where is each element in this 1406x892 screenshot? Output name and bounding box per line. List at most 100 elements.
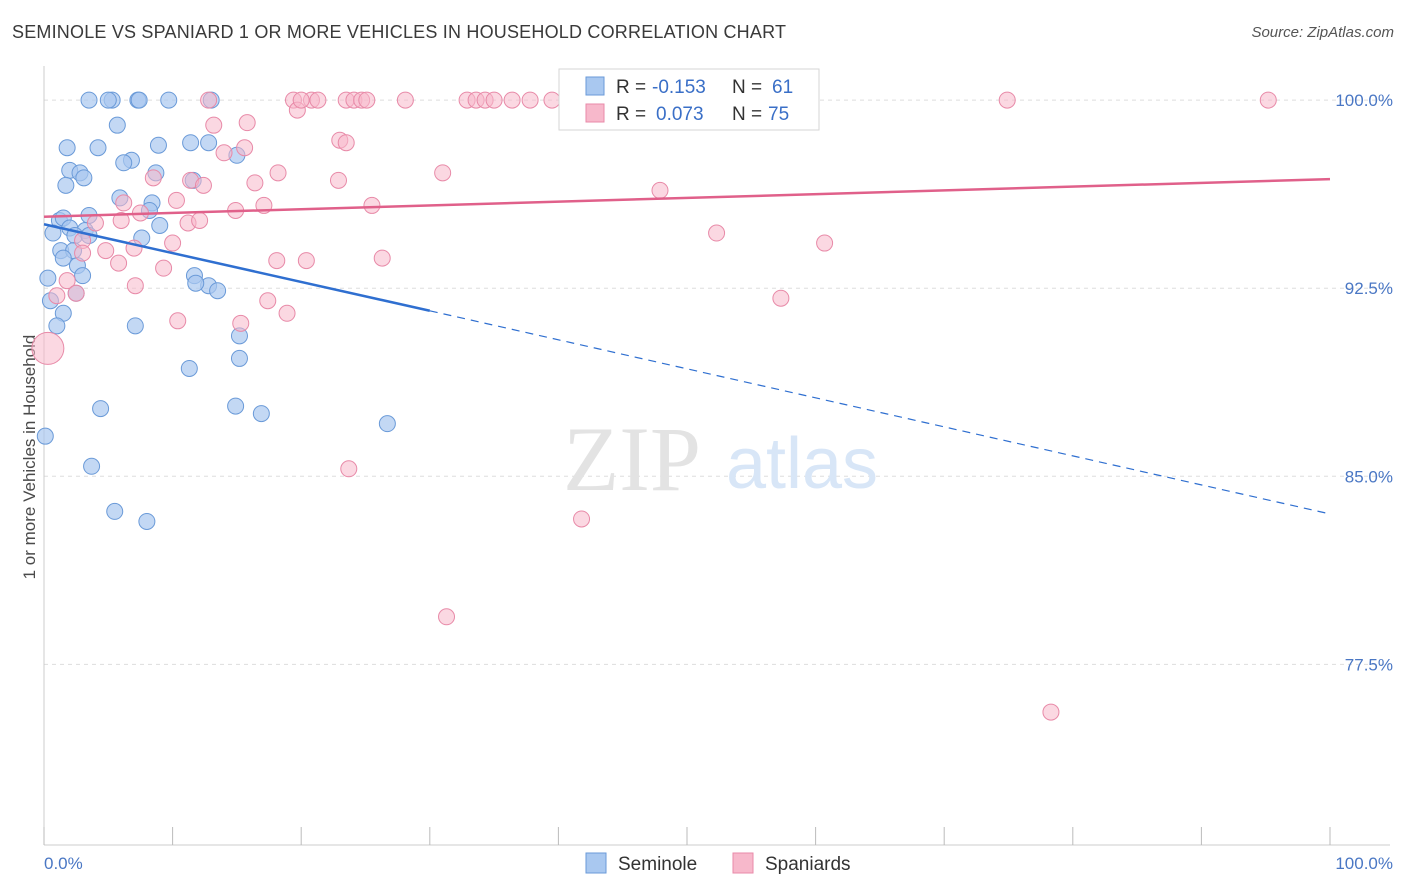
x-tick-label-0: 0.0%	[44, 854, 83, 873]
seminole-point-9	[89, 139, 107, 157]
seminole-point-5	[160, 91, 178, 109]
spaniard-point-55	[297, 252, 315, 270]
bottom-legend-seminole-label: Seminole	[618, 854, 697, 875]
spaniard-point-60	[67, 284, 85, 302]
spaniard-point-38	[167, 191, 185, 209]
seminole-point-38	[39, 269, 57, 287]
seminole-point-51	[252, 405, 270, 423]
spaniard-point-64	[278, 304, 296, 322]
spaniard-point-45	[191, 211, 209, 229]
spaniard-trend-line	[43, 177, 1331, 218]
seminole-point-47	[230, 349, 248, 367]
spaniard-point-48	[164, 234, 182, 252]
spaniard-point-59	[126, 277, 144, 295]
spaniard-point-72	[485, 91, 503, 109]
spaniard-point-68	[340, 460, 358, 478]
spaniard-point-14	[543, 91, 561, 109]
seminole-swatch	[585, 76, 605, 96]
seminole-point-52	[378, 415, 396, 433]
y-tick-label-3: 100.0%	[1335, 91, 1393, 110]
seminole-point-8	[58, 139, 76, 157]
stats-legend: R = -0.153 N = 61 R = 0.073 N = 75	[558, 68, 820, 131]
spaniard-point-27	[215, 144, 233, 162]
spaniard-point-8	[396, 91, 414, 109]
x-tick-labels: 0.0% 100.0%	[44, 854, 1393, 873]
bottom-legend: Seminole Spaniards	[585, 852, 851, 875]
trend-lines	[43, 177, 1331, 515]
spaniard-point-70	[438, 608, 456, 626]
spaniard-point-73	[292, 91, 310, 109]
seminole-point-49	[92, 400, 110, 418]
spaniard-point-35	[329, 171, 347, 189]
seminole-point-42	[209, 282, 227, 300]
watermark-zip: ZIP	[563, 408, 701, 510]
source-label: Source: ZipAtlas.com	[1251, 24, 1394, 41]
spaniard-swatch	[585, 103, 605, 123]
spaniard-point-49	[708, 224, 726, 242]
spaniard-point-50	[816, 234, 834, 252]
spaniard-point-62	[259, 292, 277, 310]
spaniard-point-29	[269, 164, 287, 182]
legend-n-label-spaniard: N =	[732, 104, 762, 125]
y-tick-label-2: 92.5%	[1345, 279, 1393, 298]
spaniard-point-56	[373, 249, 391, 267]
spaniard-point-65	[169, 312, 187, 330]
seminole-point-48	[180, 359, 198, 377]
spaniard-point-24	[238, 114, 256, 132]
spaniard-point-67	[31, 331, 65, 365]
axes	[43, 66, 1390, 846]
seminole-point-18	[57, 176, 75, 194]
seminole-point-11	[149, 136, 167, 154]
spaniard-points	[31, 91, 1277, 721]
legend-r-label-seminole: R =	[616, 77, 646, 98]
bottom-legend-spaniard-swatch	[732, 852, 754, 874]
seminole-point-36	[54, 249, 72, 267]
y-tick-labels: 77.5% 85.0% 92.5% 100.0%	[1335, 91, 1393, 674]
seminole-point-58	[151, 217, 169, 235]
spaniard-point-58	[58, 272, 76, 290]
seminole-point-13	[200, 134, 218, 152]
bottom-legend-seminole-swatch	[585, 852, 607, 874]
seminole-point-50	[227, 397, 245, 415]
spaniard-point-54	[268, 252, 286, 270]
spaniard-point-42	[112, 211, 130, 229]
seminole-point-12	[182, 134, 200, 152]
x-tick-label-1: 100.0%	[1335, 854, 1393, 873]
grid-lines	[44, 99, 1390, 665]
legend-n-label-seminole: N =	[732, 77, 762, 98]
seminole-point-17	[75, 169, 93, 187]
seminole-point-19	[115, 154, 133, 172]
legend-n-spaniard: 75	[768, 104, 789, 125]
y-tick-label-1: 85.0%	[1345, 467, 1393, 486]
spaniard-point-51	[97, 242, 115, 260]
legend-r-seminole: -0.153	[652, 77, 706, 98]
spaniard-point-23	[205, 116, 223, 134]
spaniard-point-21	[1259, 91, 1277, 109]
spaniard-point-61	[48, 287, 66, 305]
seminole-point-59	[74, 267, 92, 285]
spaniard-point-36	[651, 181, 669, 199]
watermark: ZIP atlas	[563, 408, 878, 510]
spaniard-point-57	[155, 259, 173, 277]
spaniard-point-12	[503, 91, 521, 109]
seminole-point-54	[83, 457, 101, 475]
chart-title: SEMINOLE VS SPANIARD 1 OR MORE VEHICLES …	[12, 22, 787, 42]
seminole-point-7	[108, 116, 126, 134]
y-axis-label: 1 or more Vehicles in Household	[20, 335, 39, 580]
spaniard-point-31	[144, 169, 162, 187]
seminole-point-55	[106, 502, 124, 520]
spaniard-point-33	[194, 176, 212, 194]
spaniard-point-74	[74, 244, 92, 262]
seminole-point-44	[48, 317, 66, 335]
bottom-legend-spaniard-label: Spaniards	[765, 854, 851, 875]
spaniard-point-7	[358, 91, 376, 109]
spaniard-point-66	[232, 314, 250, 332]
spaniard-point-41	[363, 196, 381, 214]
spaniard-point-71	[1042, 703, 1060, 721]
spaniard-point-37	[115, 194, 133, 212]
spaniard-point-34	[246, 174, 264, 192]
spaniard-point-63	[772, 289, 790, 307]
seminole-trend-solid	[43, 223, 431, 312]
seminole-point-2	[99, 91, 117, 109]
